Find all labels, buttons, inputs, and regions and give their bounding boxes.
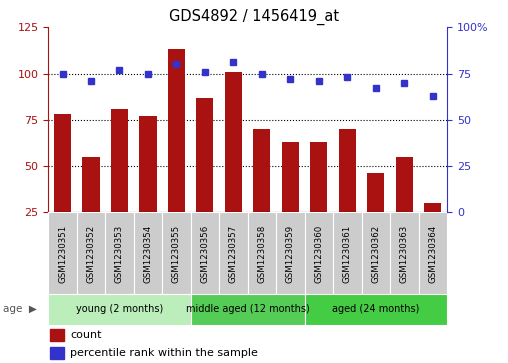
Bar (276, 212, 305, 294)
Text: GSM1230360: GSM1230360 (314, 225, 324, 283)
Text: GSM1230355: GSM1230355 (172, 225, 181, 283)
Bar (82, 157, 100, 212)
Bar (162, 212, 190, 294)
Text: GSM1230356: GSM1230356 (201, 225, 209, 283)
Bar (105, 212, 134, 294)
Bar (190, 294, 305, 325)
Bar (48, 212, 77, 294)
Bar (225, 72, 242, 212)
Bar (168, 49, 185, 212)
Bar (396, 157, 413, 212)
Text: GSM1230357: GSM1230357 (229, 225, 238, 283)
Bar (54, 114, 71, 212)
Text: GSM1230352: GSM1230352 (86, 225, 96, 283)
Bar (111, 109, 128, 212)
Bar (333, 212, 362, 294)
Text: middle aged (12 months): middle aged (12 months) (186, 305, 309, 314)
Bar (253, 129, 270, 212)
Text: GSM1230364: GSM1230364 (428, 225, 437, 283)
Bar (50, 329, 64, 341)
Bar (77, 212, 105, 294)
Text: GSM1230353: GSM1230353 (115, 225, 124, 283)
Bar (197, 98, 213, 212)
Bar (48, 294, 190, 325)
Text: GSM1230363: GSM1230363 (400, 225, 409, 283)
Text: percentile rank within the sample: percentile rank within the sample (70, 348, 258, 358)
Bar (219, 212, 247, 294)
Bar (134, 212, 162, 294)
Text: GSM1230351: GSM1230351 (58, 225, 67, 283)
Bar (305, 212, 333, 294)
Bar (247, 212, 276, 294)
Text: GSM1230361: GSM1230361 (343, 225, 352, 283)
Bar (424, 203, 441, 212)
Bar (190, 212, 219, 294)
Text: GDS4892 / 1456419_at: GDS4892 / 1456419_at (169, 9, 339, 25)
Text: age  ▶: age ▶ (3, 305, 37, 314)
Bar (339, 129, 356, 212)
Bar (390, 212, 419, 294)
Bar (419, 212, 447, 294)
Bar (310, 142, 327, 212)
Bar (367, 174, 385, 212)
Bar (50, 347, 64, 359)
Bar (305, 294, 447, 325)
Bar (362, 212, 390, 294)
Bar (282, 142, 299, 212)
Text: young (2 months): young (2 months) (76, 305, 163, 314)
Text: GSM1230362: GSM1230362 (371, 225, 380, 283)
Text: count: count (70, 330, 102, 340)
Text: GSM1230354: GSM1230354 (143, 225, 152, 283)
Bar (139, 116, 156, 212)
Text: GSM1230359: GSM1230359 (286, 225, 295, 283)
Text: GSM1230358: GSM1230358 (258, 225, 266, 283)
Text: aged (24 months): aged (24 months) (332, 305, 420, 314)
